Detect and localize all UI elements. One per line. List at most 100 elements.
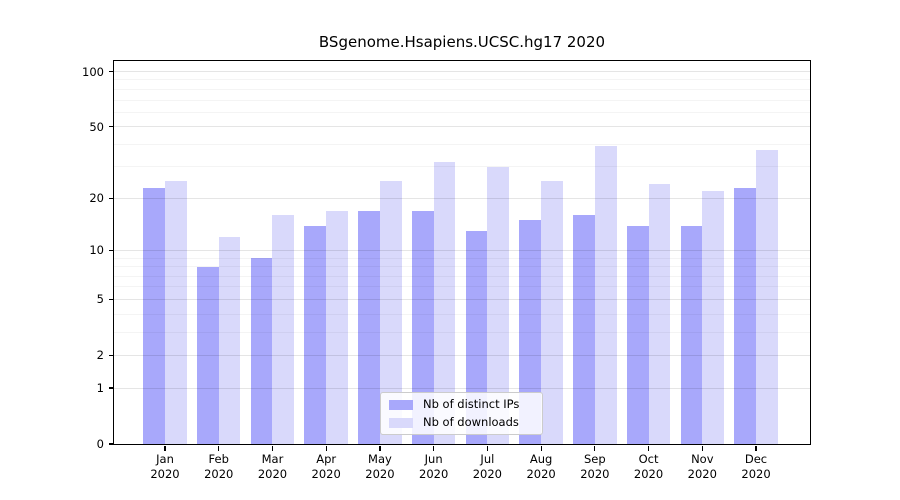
bar-distinct-ips (143, 187, 165, 444)
x-tick-month: May (368, 452, 392, 466)
x-tick-mark (540, 445, 542, 451)
x-tick-label: Aug 2020 (513, 452, 569, 481)
bar-downloads (648, 184, 671, 444)
bar-distinct-ips (626, 225, 649, 444)
x-tick-mark (486, 445, 488, 451)
x-tick-year: 2020 (472, 466, 503, 481)
plot-area: Nb of distinct IPs Nb of downloads (114, 61, 810, 444)
y-tick-mark (109, 443, 114, 445)
y-tick-mark (109, 70, 114, 73)
bar-downloads (218, 237, 241, 444)
bar-downloads (594, 146, 617, 444)
bar-downloads (379, 181, 402, 444)
x-tick-label: Jul 2020 (459, 452, 515, 481)
x-tick-month: Jan (156, 452, 174, 466)
y-tick-label: 1 (96, 381, 104, 396)
x-tick-mark (379, 445, 381, 451)
major-gridline (114, 126, 810, 128)
bar-distinct-ips (411, 210, 434, 444)
legend-swatch-distinct-ips (389, 399, 413, 410)
x-tick-month: Dec (744, 452, 768, 466)
x-tick-year: 2020 (204, 466, 234, 481)
minor-gridline (114, 266, 810, 268)
legend-swatch-downloads (389, 417, 413, 428)
x-tick-year: 2020 (526, 466, 556, 481)
x-tick-month: Feb (208, 452, 229, 466)
x-tick-month: Jun (424, 452, 443, 466)
x-tick-mark (271, 445, 274, 451)
x-tick-year: 2020 (687, 466, 717, 481)
major-gridline (114, 249, 810, 251)
minor-gridline (114, 166, 810, 168)
x-tick-mark (594, 445, 596, 451)
bar-distinct-ips (250, 258, 273, 444)
x-tick-year: 2020 (580, 466, 610, 481)
bar-distinct-ips (519, 220, 542, 444)
minor-gridline (114, 143, 810, 145)
bar-downloads (702, 191, 724, 444)
y-tick-mark (109, 387, 114, 389)
y-tick-label: 2 (96, 348, 104, 363)
minor-gridline (114, 313, 810, 315)
bar-downloads (272, 215, 295, 444)
x-tick-label: May 2020 (352, 452, 408, 481)
x-tick-label: Jan 2020 (137, 452, 193, 481)
x-tick-mark (164, 445, 166, 451)
x-tick-month: Aug (529, 452, 553, 466)
x-tick-label: Jun 2020 (406, 452, 462, 481)
x-tick-month: Oct (638, 452, 659, 466)
x-tick-year: 2020 (365, 466, 395, 481)
x-tick-year: 2020 (741, 466, 771, 481)
x-tick-year: 2020 (633, 466, 664, 481)
bar-distinct-ips (680, 225, 703, 444)
y-tick-label: 20 (89, 191, 104, 206)
x-tick-mark (218, 445, 220, 451)
x-tick-label: Sep 2020 (567, 452, 623, 481)
x-tick-year: 2020 (419, 466, 449, 481)
y-tick-mark (109, 249, 114, 252)
legend-label-downloads: Nb of downloads (423, 415, 519, 429)
legend: Nb of distinct IPs Nb of downloads (380, 392, 543, 435)
major-gridline (114, 197, 810, 199)
x-tick-month: Sep (583, 452, 606, 466)
chart-title: BSgenome.Hsapiens.UCSC.hg17 2020 (318, 33, 606, 51)
minor-gridline (114, 331, 810, 333)
minor-gridline (114, 257, 810, 259)
x-tick-month: Apr (316, 452, 337, 466)
major-gridline (114, 298, 810, 300)
x-tick-mark (701, 445, 703, 451)
x-tick-label: Dec 2020 (728, 452, 784, 481)
x-tick-mark (647, 445, 650, 451)
x-tick-mark (433, 445, 435, 451)
y-tick-mark (109, 354, 114, 356)
bar-downloads (326, 210, 348, 444)
bar-downloads (487, 166, 510, 444)
bar-downloads (756, 150, 778, 444)
x-tick-mark (755, 445, 757, 451)
bar-distinct-ips (734, 187, 757, 444)
y-tick-label: 50 (89, 119, 104, 134)
minor-gridline (114, 111, 810, 113)
y-tick-mark (109, 197, 114, 199)
minor-gridline (114, 99, 810, 101)
major-gridline (114, 387, 810, 389)
x-tick-month: Mar (261, 452, 284, 466)
x-tick-month: Jul (480, 452, 495, 466)
bar-distinct-ips (465, 231, 488, 444)
x-tick-label: Oct 2020 (621, 452, 677, 481)
minor-gridline (114, 79, 810, 81)
y-tick-mark (109, 126, 114, 128)
minor-gridline (114, 275, 810, 277)
bar-distinct-ips (358, 210, 380, 444)
y-tick-label: 100 (82, 64, 104, 79)
x-tick-year: 2020 (257, 466, 288, 481)
minor-gridline (114, 286, 810, 288)
bar-downloads (541, 181, 563, 444)
y-tick-label: 10 (89, 243, 104, 258)
legend-entry-distinct-ips: Nb of distinct IPs (389, 398, 534, 411)
x-tick-label: Nov 2020 (674, 452, 730, 481)
bar-downloads (433, 161, 456, 444)
bar-distinct-ips (573, 215, 595, 444)
x-tick-month: Nov (691, 452, 714, 466)
